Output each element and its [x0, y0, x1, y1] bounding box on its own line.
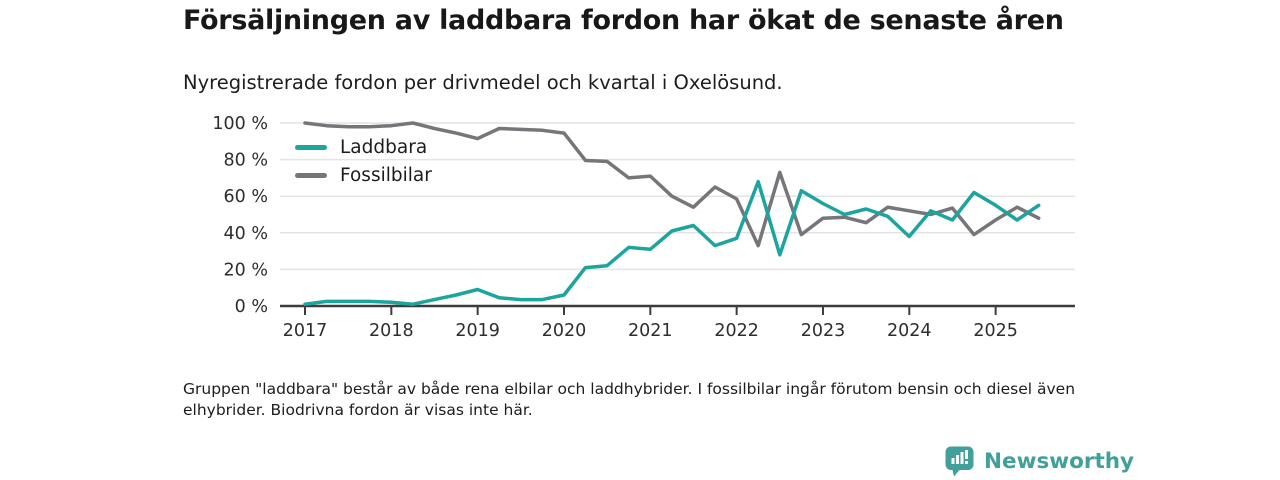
x-tick-label: 2022 — [714, 321, 759, 341]
y-tick-label: 0 % — [235, 297, 268, 317]
chart-subtitle: Nyregistrerade fordon per drivmedel och … — [183, 71, 783, 94]
legend-item-fossilbilar: Fossilbilar — [295, 165, 432, 186]
series-line-laddbara — [303, 179, 1041, 306]
bar-large — [960, 452, 964, 464]
footnote-line-2: elhybrider. Biodrivna fordon är visas in… — [183, 401, 533, 419]
x-tick-label: 2021 — [628, 321, 673, 341]
series-line-fossilbilar — [303, 121, 1041, 248]
exclamation-bar — [965, 450, 968, 459]
bar-small — [951, 458, 955, 464]
x-tick-label: 2025 — [973, 321, 1018, 341]
newsworthy-wordmark: Newsworthy — [984, 449, 1135, 474]
chart-legend: Laddbara Fossilbilar — [295, 137, 432, 186]
x-tick-label: 2023 — [801, 321, 846, 341]
legend-label-fossilbilar: Fossilbilar — [340, 165, 432, 186]
newsworthy-icon — [945, 446, 974, 477]
y-tick-label: 100 % — [212, 114, 268, 134]
exclamation-dot — [965, 461, 968, 464]
legend-swatch-laddbara — [295, 145, 327, 150]
chart-title: Försäljningen av laddbara fordon har öka… — [183, 5, 1064, 36]
footnote: Gruppen "laddbara" består av både rena e… — [183, 379, 1083, 421]
legend-item-laddbara: Laddbara — [295, 137, 432, 158]
x-tick-label: 2017 — [283, 321, 328, 341]
y-tick-label: 60 % — [224, 187, 268, 207]
y-tick-label: 40 % — [224, 224, 268, 244]
bubble-shape — [945, 446, 974, 477]
x-tick-label: 2024 — [887, 321, 932, 341]
legend-label-laddbara: Laddbara — [340, 137, 428, 158]
x-tick-label: 2019 — [455, 321, 500, 341]
plot-area: 0 % 20 % 40 % 60 % 80 % 100 % 2017 2018 2019 2020… — [212, 114, 1075, 341]
legend-swatch-fossilbilar — [295, 173, 327, 178]
newsworthy-logo: Newsworthy — [944, 445, 1134, 478]
y-tick-label: 20 % — [224, 260, 268, 280]
x-tick-label: 2018 — [369, 321, 414, 341]
y-tick-label: 80 % — [224, 151, 268, 171]
footnote-line-1: Gruppen "laddbara" består av både rena e… — [183, 380, 1076, 398]
line-chart: 0 % 20 % 40 % 60 % 80 % 100 % 2017 2018 2019 2020… — [183, 108, 1083, 353]
x-tick-label: 2020 — [542, 321, 587, 341]
bar-medium — [956, 455, 959, 464]
